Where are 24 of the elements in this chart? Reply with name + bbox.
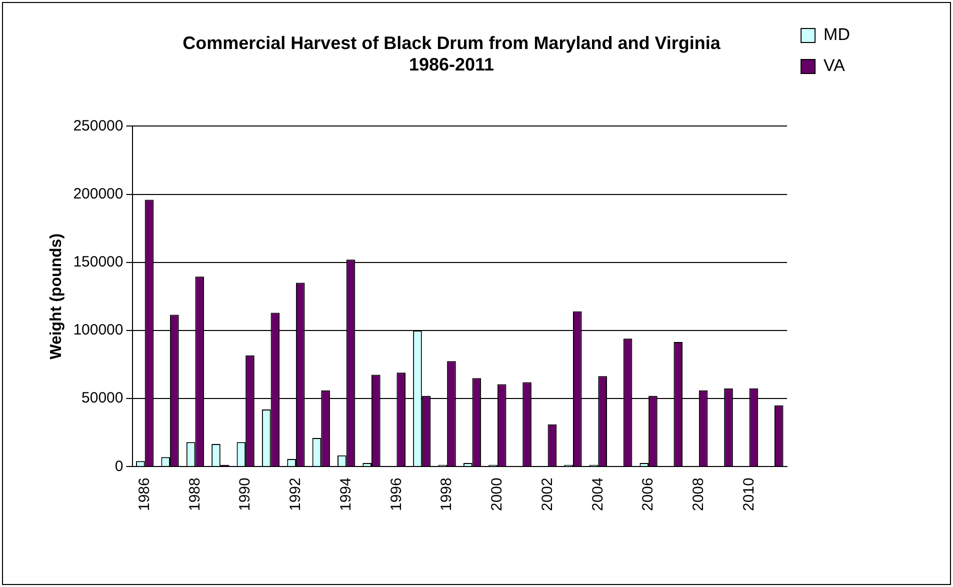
x-tick-label: 1990 xyxy=(236,478,254,512)
x-tick-label: 2000 xyxy=(488,478,506,512)
x-tick-label: 1998 xyxy=(438,478,456,512)
chart-subtitle: 1986-2011 xyxy=(408,54,494,74)
y-axis-title: Weight (pounds) xyxy=(48,233,66,360)
x-tick-label: 1994 xyxy=(337,478,354,512)
legend-label: VA xyxy=(824,56,846,76)
chart-title: Commercial Harvest of Black Drum from Maryland and Virginia xyxy=(182,32,722,53)
y-tick-label: 50000 xyxy=(82,390,124,407)
y-tick-label: 0 xyxy=(114,458,124,475)
y-tick-label: 200000 xyxy=(73,185,124,202)
x-tick-label: 2010 xyxy=(740,478,758,512)
y-tick-label: 100000 xyxy=(73,322,124,339)
x-tick-label: 1986 xyxy=(136,478,153,512)
x-tick-label: 2006 xyxy=(640,478,657,512)
x-tick-label: 2004 xyxy=(589,478,606,512)
x-tick-label: 2002 xyxy=(538,478,556,512)
legend-label: MD xyxy=(824,25,850,44)
y-tick-label: 250000 xyxy=(73,117,124,134)
x-tick-label: 2008 xyxy=(690,478,708,512)
x-tick-label: 1992 xyxy=(287,478,304,512)
y-tick-label: 150000 xyxy=(73,254,124,271)
x-tick-label: 1988 xyxy=(186,478,204,512)
x-tick-label: 1996 xyxy=(388,478,405,512)
